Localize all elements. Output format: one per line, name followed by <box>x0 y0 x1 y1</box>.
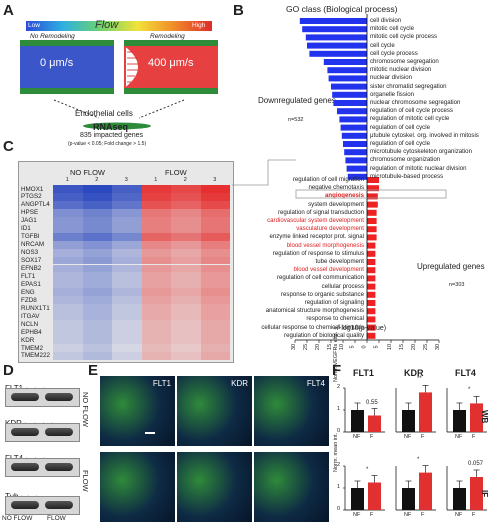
f-chart-title: FLT1 <box>353 368 374 378</box>
f-category-label: NF <box>455 512 462 518</box>
f-wb-label: WB <box>480 410 489 423</box>
f-bar <box>453 488 466 510</box>
f-category-label: F <box>421 434 424 440</box>
f-bar <box>402 488 415 510</box>
f-ytick-label: 2 <box>337 462 340 468</box>
f-chart-title: FLT4 <box>455 368 476 378</box>
f-ylabel-top: Norm. VEGFRs exp. <box>333 332 339 382</box>
f-ytick-label: 2 <box>337 384 340 390</box>
f-bar <box>402 410 415 432</box>
f-category-label: NF <box>353 512 360 518</box>
f-category-label: NF <box>353 434 360 440</box>
f-category-label: NF <box>455 434 462 440</box>
f-if-label: IF <box>480 490 489 497</box>
f-chart-title: KDR <box>404 368 424 378</box>
f-bar <box>419 392 432 432</box>
f-ytick-label: 0 <box>337 506 340 512</box>
f-category-label: NF <box>404 434 411 440</box>
f-ytick-label: 0 <box>337 428 340 434</box>
f-significance-label: * <box>366 467 368 473</box>
f-bar <box>368 416 381 433</box>
f-significance-label: 0.057 <box>468 461 483 467</box>
f-category-label: F <box>472 434 475 440</box>
f-category-label: NF <box>404 512 411 518</box>
f-category-label: F <box>370 512 373 518</box>
f-bar <box>419 473 432 510</box>
f-bar <box>368 483 381 511</box>
f-category-label: F <box>370 434 373 440</box>
f-significance-label: * <box>468 387 470 393</box>
f-bar <box>351 410 364 432</box>
f-significance-label: 0.55 <box>366 400 378 406</box>
f-significance-label: * <box>417 457 419 463</box>
f-category-label: F <box>472 512 475 518</box>
f-category-label: F <box>421 512 424 518</box>
f-ytick-label: 1 <box>337 406 340 412</box>
f-ytick-label: 1 <box>337 484 340 490</box>
f-bar <box>453 410 466 432</box>
f-bar <box>351 488 364 510</box>
